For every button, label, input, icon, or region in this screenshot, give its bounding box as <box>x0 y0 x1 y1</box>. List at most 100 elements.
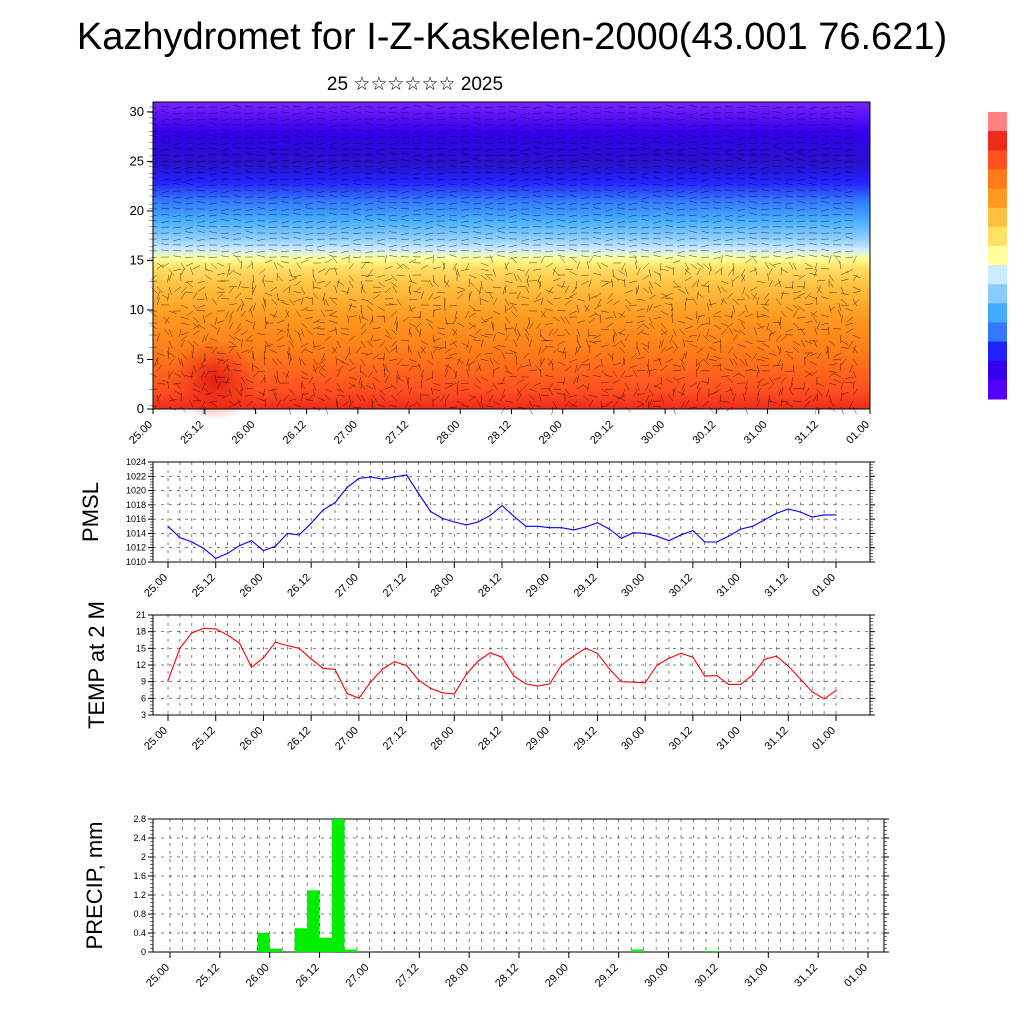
panel3-xtick-label: 26.12 <box>285 725 313 753</box>
panel2-xtick-label: 25.00 <box>142 572 170 600</box>
panel3-data-point <box>775 655 778 657</box>
panel3-ytick-label: 15 <box>136 643 146 653</box>
panel2-xtick-label: 28.00 <box>428 572 456 600</box>
panel3-data-point <box>561 664 563 666</box>
panel4-minor-ticks <box>150 818 887 953</box>
panel2-xtick-label: 26.12 <box>285 572 313 600</box>
panel2-data-point <box>692 530 694 532</box>
colorbar-swatch <box>988 379 1007 400</box>
panel4-xtick-label: 27.12 <box>393 962 421 990</box>
panel2-data-point <box>203 547 205 550</box>
panel2-data-point <box>215 557 217 560</box>
panel2-data-point <box>787 508 789 510</box>
wind-barbs <box>148 104 861 416</box>
heatmap-ytick-label: 0 <box>137 401 144 416</box>
panel2-data-point <box>239 545 241 547</box>
heatmap-field <box>153 102 870 409</box>
panel2-data-point <box>250 540 253 542</box>
panel3-data-point <box>632 681 634 683</box>
panel4-bar <box>344 949 357 952</box>
panel2-data-point <box>501 505 503 507</box>
panel4-xtick-label: 28.12 <box>493 962 521 990</box>
panel3-ytick-label: 12 <box>136 660 146 670</box>
panel2-data-point <box>310 522 312 525</box>
panel3-ytick-label: 21 <box>136 610 146 620</box>
panel3-data-point <box>322 667 324 669</box>
colorbar-swatch <box>988 169 1007 189</box>
panel2-data-point <box>656 535 658 537</box>
heatmap-xtick-label: 26.12 <box>281 419 309 447</box>
colorbar-swatch <box>988 131 1007 151</box>
panel3-data-point <box>692 656 694 658</box>
panel2-data-point <box>286 532 288 535</box>
heatmap-ytick-label: 15 <box>130 252 144 267</box>
panel3-data-point <box>406 665 408 667</box>
colorbar-swatch <box>988 112 1007 132</box>
panel2-ytick-label: 1016 <box>126 514 146 524</box>
panel2-data-point <box>191 541 193 543</box>
heatmap-xtick-label: 29.12 <box>588 419 616 447</box>
heatmap-ytick-label: 5 <box>137 351 144 366</box>
panel3-data-point <box>811 691 813 693</box>
panel3-data-point <box>823 698 825 700</box>
panel3-grid <box>153 614 870 716</box>
panel3-data-point <box>286 645 288 647</box>
heatmap-xtick-label: 30.12 <box>691 419 719 447</box>
colorbar <box>988 112 1007 400</box>
panel2-data-point <box>513 515 515 517</box>
panel2-data-point <box>179 537 181 539</box>
panel3-data-point <box>620 681 622 683</box>
panel3-data-point <box>453 693 455 695</box>
panel2-data-point <box>227 552 229 555</box>
panel2-data-point <box>728 535 730 537</box>
panel3-data-point <box>668 657 670 659</box>
colorbar-swatch <box>988 322 1007 343</box>
panel3-data-point <box>394 661 396 663</box>
panel2-data-point <box>525 525 527 527</box>
panel2-data-point <box>358 477 360 479</box>
panel4-frame <box>152 818 885 953</box>
colorbar-swatch <box>988 265 1007 285</box>
panel2-data-point <box>489 515 491 517</box>
panel3-xtick-label: 26.00 <box>238 725 266 753</box>
panel2-data-point <box>274 545 276 547</box>
panel3-data-point <box>274 641 276 643</box>
panel4-ytick-label: 0 <box>141 947 146 957</box>
panel2-data-point <box>394 476 396 478</box>
panel3-data-point <box>704 675 706 677</box>
panel2-data-point <box>167 525 169 527</box>
panel3-ytick-label: 3 <box>141 710 146 720</box>
panel2-data-point <box>429 510 431 512</box>
panel4-xtick-label: 27.00 <box>344 962 372 990</box>
panel4-bar <box>332 819 345 952</box>
panel3-data-point <box>728 683 730 686</box>
panel3-xtick-label: 30.12 <box>667 725 695 753</box>
panel3-data-point <box>203 627 205 629</box>
panel3-data-point <box>358 697 360 699</box>
panel2-xtick-label: 01.00 <box>810 572 838 600</box>
panel3-data-point <box>489 652 491 654</box>
panel2-data-point <box>322 509 324 511</box>
heatmap-ytick-label: 25 <box>130 153 144 168</box>
colorbar-swatch <box>988 341 1007 362</box>
panel3-xtick-label: 25.12 <box>190 725 218 753</box>
panel2-xtick-label: 29.00 <box>524 572 552 600</box>
panel2-xtick-label: 27.00 <box>333 572 361 600</box>
panel3-xtick-label: 01.00 <box>810 725 838 753</box>
panel3-data-point <box>465 673 467 676</box>
panel3-data-point <box>441 692 443 694</box>
panel4-xtick-label: 26.00 <box>244 962 272 990</box>
panel3-data-point <box>477 660 479 662</box>
panel3-data-point <box>751 674 754 676</box>
panel3-data-point <box>716 675 718 677</box>
panel2-data-point <box>680 534 682 536</box>
heatmap-ytick-label: 10 <box>130 302 144 317</box>
panel3-data-point <box>262 657 264 659</box>
panel2-data-point <box>799 511 801 513</box>
panel3-xtick-label: 28.12 <box>476 725 504 753</box>
panel2-data-point <box>584 526 587 528</box>
panel3-data-point <box>417 679 420 681</box>
panel4-bar <box>257 933 270 952</box>
colorbar-swatch <box>988 360 1007 381</box>
